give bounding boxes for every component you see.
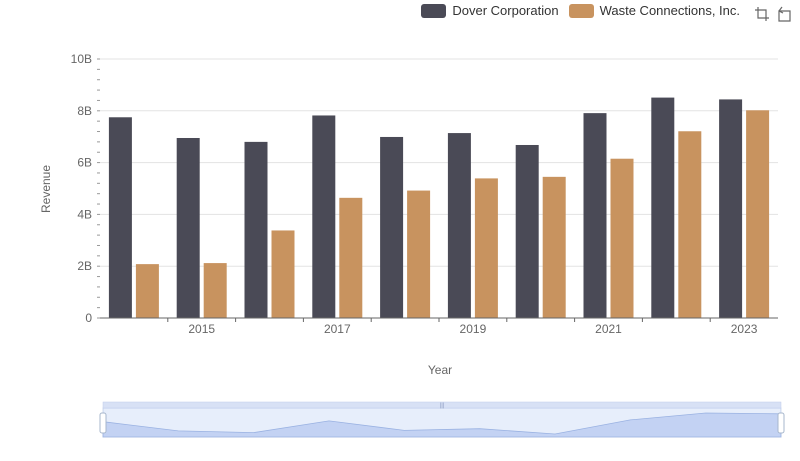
bar-waste-connections-2018[interactable] xyxy=(407,190,431,318)
bar-dover-2023[interactable] xyxy=(719,99,743,319)
y-axis-label: Revenue xyxy=(39,165,53,213)
data-zoom-preview-area xyxy=(102,412,782,438)
bar-dover-2020[interactable] xyxy=(515,144,539,318)
bar-dover-2015[interactable] xyxy=(176,137,200,318)
x-tick-label: 2019 xyxy=(460,322,487,336)
bar-dover-2016[interactable] xyxy=(244,141,268,318)
bar-waste-connections-2019[interactable] xyxy=(474,178,498,318)
bar-dover-2022[interactable] xyxy=(651,97,675,318)
x-tick-labels: 2015 2017 2019 2021 2023 xyxy=(167,318,758,336)
y-tick-labels: 0 2B 4B 6B 8B 10B xyxy=(71,52,93,325)
legend-item-dover[interactable]: Dover Corporation xyxy=(421,3,559,18)
y-tick-label: 10B xyxy=(71,52,92,66)
data-zoom-grip-icon: ||| xyxy=(440,403,445,409)
x-tick-label: 2017 xyxy=(324,322,351,336)
bar-dover-2021[interactable] xyxy=(583,113,607,318)
bar-dover-2017[interactable] xyxy=(312,115,336,318)
legend-item-waste-connections[interactable]: Waste Connections, Inc. xyxy=(568,3,740,18)
data-zoom-top-bar[interactable] xyxy=(102,401,782,409)
bar-dover-2018[interactable] xyxy=(380,136,404,318)
legend-swatch-dover xyxy=(421,3,447,18)
bar-waste-connections-2021[interactable] xyxy=(610,158,634,318)
x-tick-label: 2023 xyxy=(731,322,758,336)
data-zoom-handle-right[interactable] xyxy=(777,412,785,434)
bar-waste-connections-2014[interactable] xyxy=(135,264,159,318)
bar-waste-connections-2016[interactable] xyxy=(271,230,295,318)
bar-waste-connections-2020[interactable] xyxy=(542,176,566,318)
data-zoom-handle-left[interactable] xyxy=(99,412,107,434)
x-tick-label: 2021 xyxy=(595,322,622,336)
data-zoom-selection[interactable] xyxy=(103,408,781,437)
legend: Dover Corporation Waste Connections, Inc… xyxy=(421,3,740,18)
bar-waste-connections-2015[interactable] xyxy=(203,263,227,318)
y-tick-label: 2B xyxy=(77,259,92,273)
legend-label-waste-connections: Waste Connections, Inc. xyxy=(599,3,740,18)
y-tick-label: 4B xyxy=(77,207,92,221)
data-zoom-slider[interactable]: ||| xyxy=(99,401,785,438)
bar-waste-connections-2023[interactable] xyxy=(746,110,770,318)
y-tick-label: 0 xyxy=(85,311,92,325)
x-tick-label: 2015 xyxy=(188,322,215,336)
y-tick-label: 8B xyxy=(77,104,92,118)
x-axis-label: Year xyxy=(428,363,452,377)
y-tick-label: 6B xyxy=(77,156,92,170)
bars xyxy=(108,97,770,319)
bar-waste-connections-2022[interactable] xyxy=(678,131,702,318)
legend-swatch-waste-connections xyxy=(568,3,594,18)
legend-label-dover: Dover Corporation xyxy=(452,3,559,18)
bar-dover-2019[interactable] xyxy=(447,133,471,318)
toolbox xyxy=(754,6,792,22)
restore-icon[interactable] xyxy=(776,6,792,22)
bar-dover-2014[interactable] xyxy=(108,117,132,319)
bar-waste-connections-2017[interactable] xyxy=(339,197,363,318)
zoom-icon[interactable] xyxy=(754,6,770,22)
